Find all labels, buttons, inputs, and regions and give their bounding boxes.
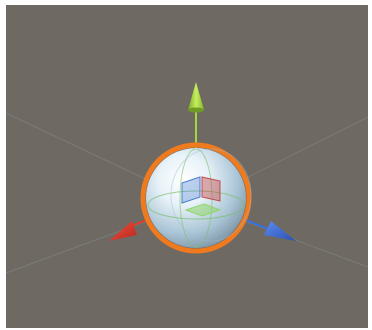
sphere-outline — [140, 142, 252, 254]
z-axis-handle[interactable] — [264, 221, 296, 241]
x-axis-arrow-icon[interactable] — [109, 221, 137, 241]
xz-plane-handle[interactable] — [184, 203, 222, 217]
scene-view-canvas[interactable] — [6, 5, 368, 328]
yz-plane-handle[interactable] — [181, 176, 201, 204]
y-axis-arrow-base — [188, 107, 204, 113]
sphere-wire-equator — [147, 190, 245, 220]
sphere-wire-meridian — [179, 148, 213, 248]
y-axis-arrow-icon[interactable] — [188, 82, 204, 110]
z-axis-arrow-icon[interactable] — [264, 221, 296, 241]
gizmo-plane-handles[interactable] — [181, 176, 222, 217]
x-axis-handle[interactable] — [109, 221, 137, 241]
scene-viewport[interactable] — [6, 5, 368, 328]
xy-plane-handle[interactable] — [201, 176, 221, 202]
sphere-wire-meridian — [170, 148, 252, 242]
y-axis-handle[interactable] — [188, 82, 204, 113]
